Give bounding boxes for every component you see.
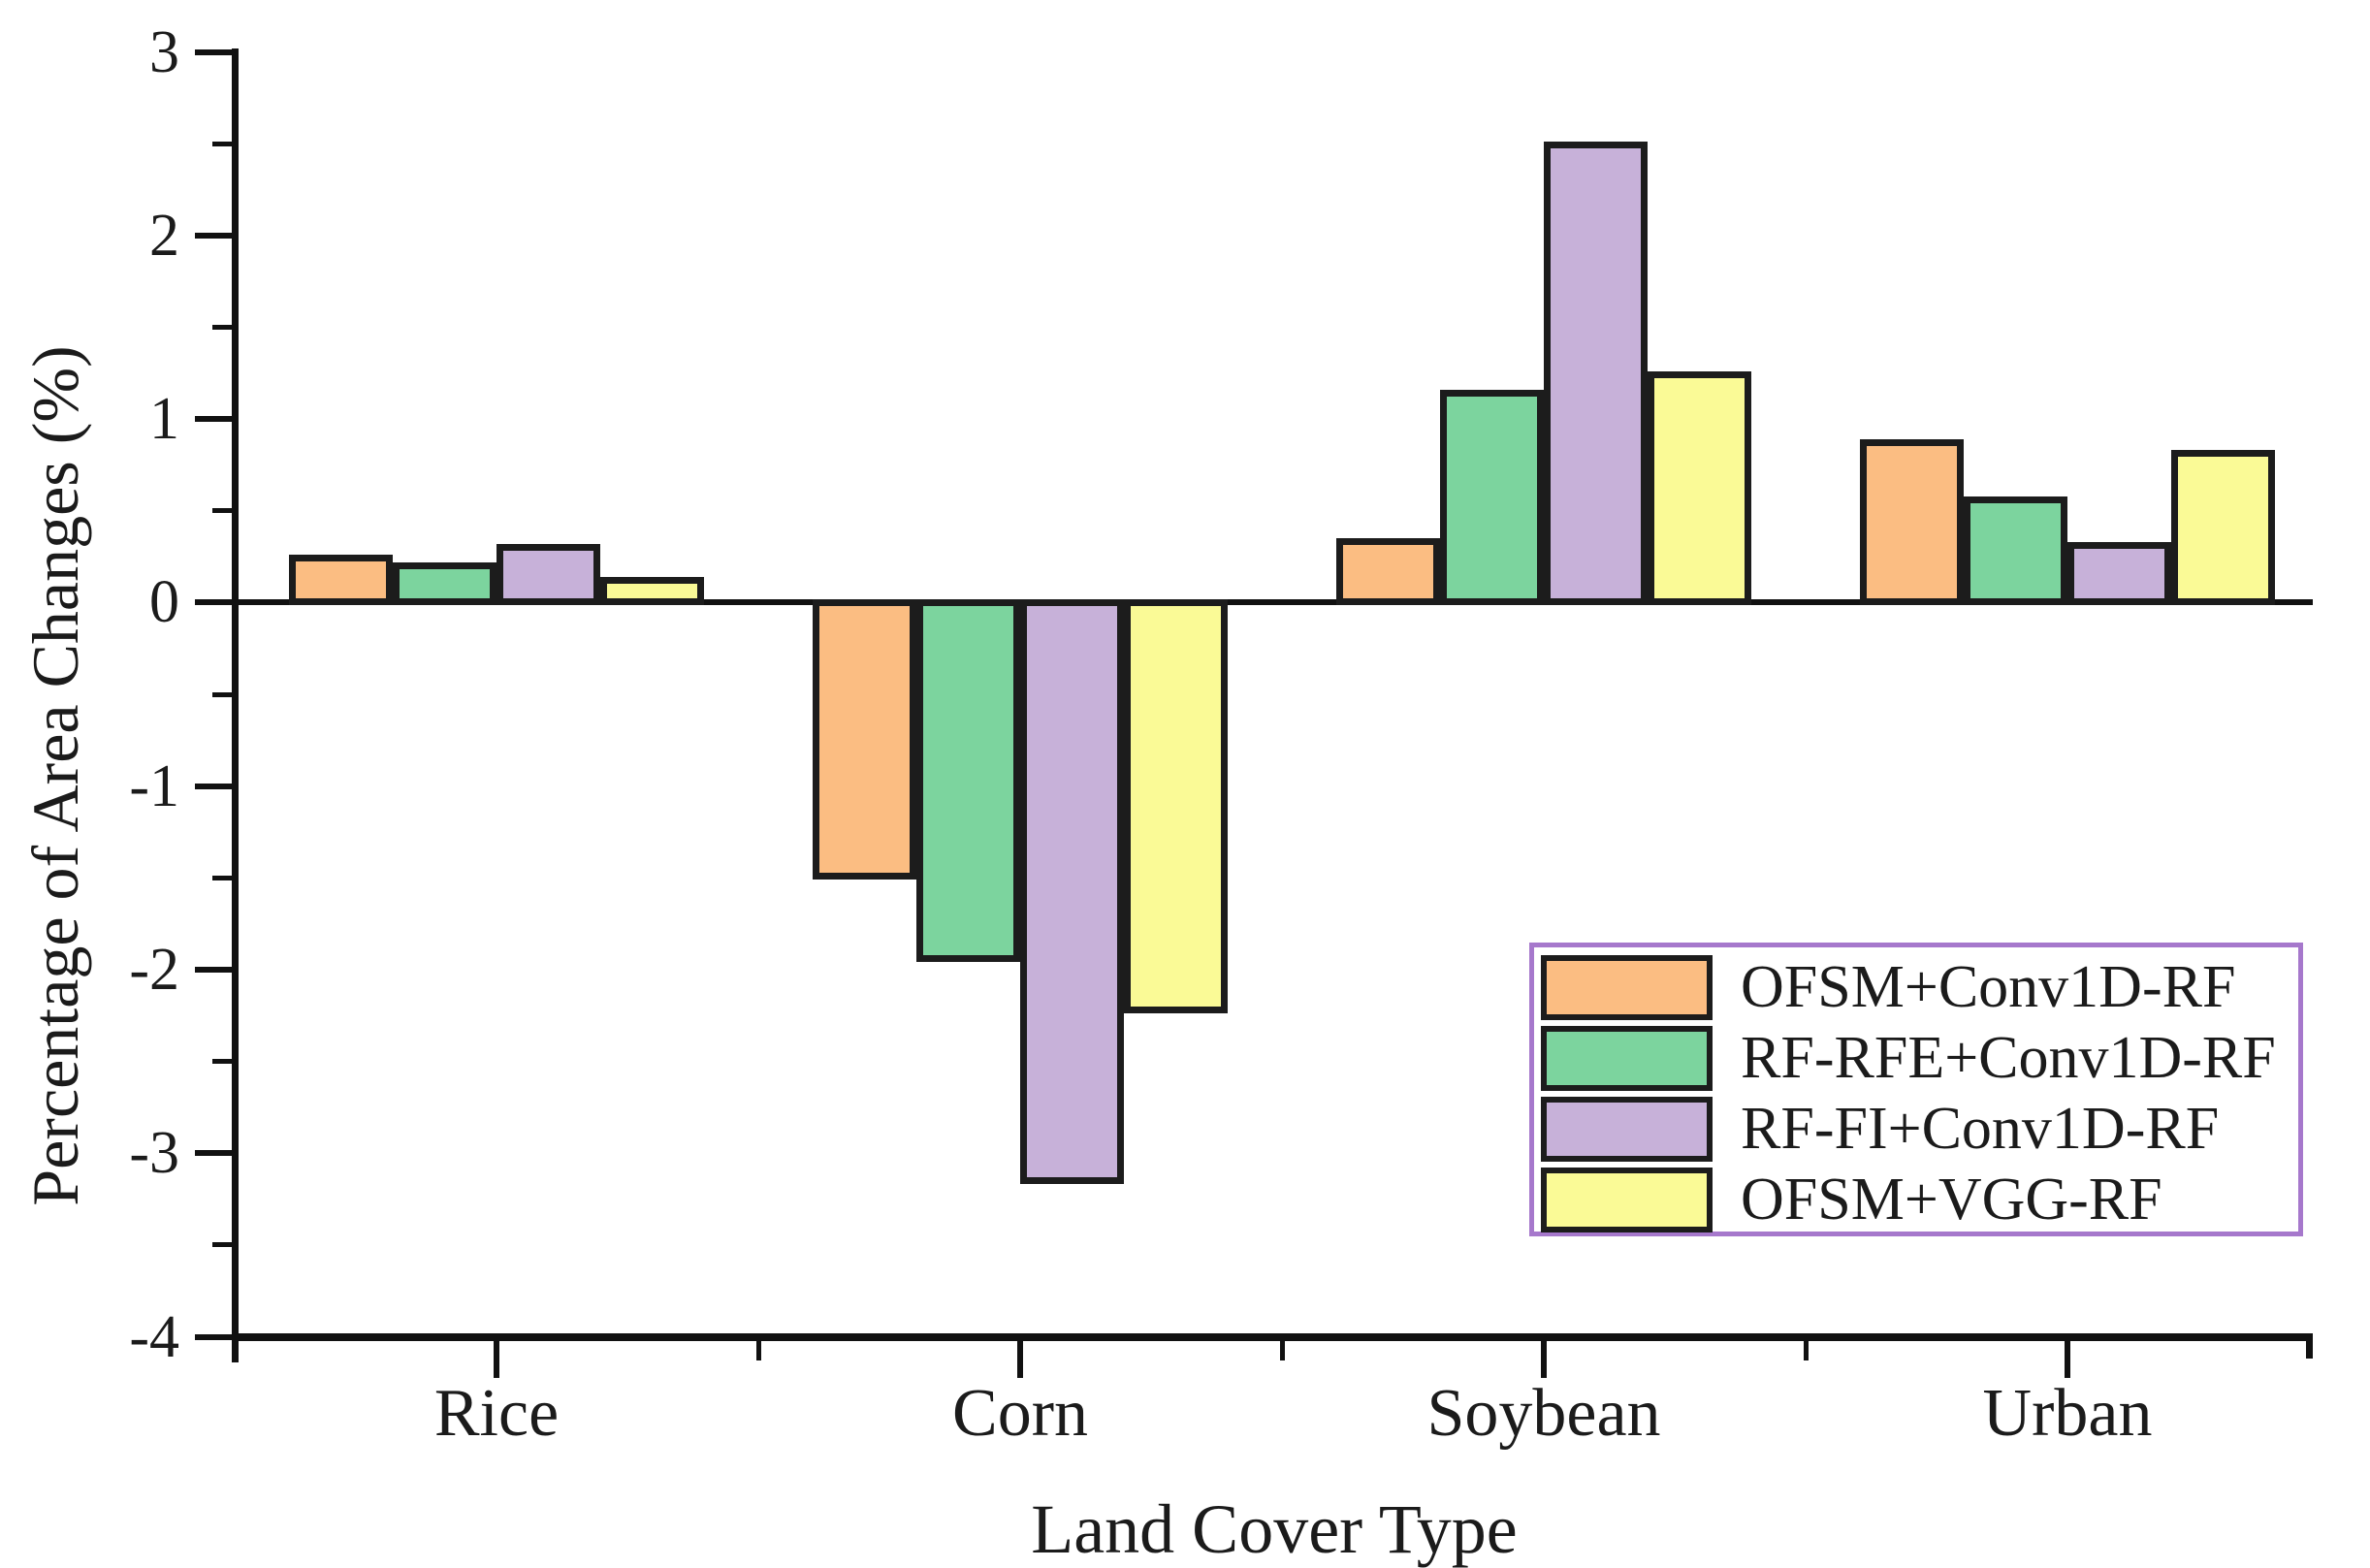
bar-rice-s0 bbox=[289, 555, 393, 606]
bar-rice-s2 bbox=[496, 543, 600, 606]
y-minor-tick bbox=[212, 508, 232, 514]
zero-baseline bbox=[232, 599, 2313, 606]
bar-corn-s3 bbox=[1124, 599, 1228, 1014]
y-minor-tick bbox=[212, 691, 232, 697]
y-tick-label: -1 bbox=[129, 752, 179, 819]
x-axis-end-cap bbox=[2306, 1336, 2313, 1359]
x-axis-line bbox=[232, 1332, 2313, 1341]
bar-rice-s3 bbox=[600, 576, 704, 606]
y-tick-label: -2 bbox=[129, 937, 179, 1003]
y-tick-label: 2 bbox=[149, 202, 179, 269]
y-minor-tick bbox=[212, 1242, 232, 1248]
bar-soybean-s0 bbox=[1336, 538, 1440, 606]
y-tick-label: -4 bbox=[129, 1303, 179, 1370]
category-label-rice: Rice bbox=[433, 1376, 560, 1451]
bar-corn-s1 bbox=[916, 599, 1020, 963]
legend-swatch-1 bbox=[1541, 1026, 1713, 1091]
x-major-tick bbox=[1541, 1340, 1547, 1378]
category-label-corn: Corn bbox=[952, 1376, 1088, 1451]
y-tick-label: -3 bbox=[129, 1120, 179, 1187]
y-major-tick bbox=[195, 416, 232, 423]
y-major-tick bbox=[195, 1150, 232, 1157]
legend-label-0: OFSM+Conv1D-RF bbox=[1741, 954, 2236, 1020]
x-major-tick bbox=[1017, 1340, 1023, 1378]
x-major-tick bbox=[494, 1340, 499, 1378]
bar-urban-s2 bbox=[2067, 541, 2171, 606]
y-major-tick bbox=[195, 48, 232, 55]
legend-label-2: RF-FI+Conv1D-RF bbox=[1741, 1096, 2220, 1162]
x-axis-title: Land Cover Type bbox=[1031, 1490, 1518, 1568]
bar-urban-s1 bbox=[1964, 496, 2067, 606]
x-minor-tick bbox=[755, 1340, 761, 1360]
category-label-soybean: Soybean bbox=[1426, 1376, 1661, 1451]
category-label-urban: Urban bbox=[1982, 1376, 2153, 1451]
legend-label-3: OFSM+VGG-RF bbox=[1741, 1167, 2162, 1232]
bar-soybean-s3 bbox=[1648, 370, 1751, 606]
x-minor-tick bbox=[1279, 1340, 1285, 1360]
legend-swatch-2 bbox=[1541, 1097, 1713, 1162]
y-minor-tick bbox=[212, 324, 232, 330]
x-major-tick bbox=[2065, 1340, 2070, 1378]
y-major-tick bbox=[195, 599, 232, 606]
bar-corn-s2 bbox=[1020, 599, 1124, 1185]
legend-label-1: RF-RFE+Conv1D-RF bbox=[1741, 1025, 2276, 1091]
y-tick-label: 0 bbox=[149, 569, 179, 636]
y-minor-tick bbox=[212, 141, 232, 146]
y-minor-tick bbox=[212, 875, 232, 880]
bar-urban-s3 bbox=[2171, 450, 2275, 606]
y-major-tick bbox=[195, 967, 232, 973]
bar-soybean-s1 bbox=[1440, 389, 1544, 606]
legend: OFSM+Conv1D-RF RF-RFE+Conv1D-RF RF-FI+Conv… bbox=[1529, 943, 2303, 1236]
y-axis-line bbox=[232, 48, 239, 1362]
bar-corn-s0 bbox=[813, 599, 916, 880]
legend-swatch-0 bbox=[1541, 955, 1713, 1020]
y-major-tick bbox=[195, 1333, 232, 1340]
y-major-tick bbox=[195, 783, 232, 789]
y-tick-label: 1 bbox=[149, 386, 179, 453]
legend-swatch-3 bbox=[1541, 1168, 1713, 1232]
bar-urban-s0 bbox=[1860, 438, 1964, 606]
y-major-tick bbox=[195, 232, 232, 239]
y-minor-tick bbox=[212, 1059, 232, 1065]
bar-soybean-s2 bbox=[1544, 142, 1648, 606]
x-minor-tick bbox=[1803, 1340, 1809, 1360]
y-tick-label: 3 bbox=[149, 18, 179, 85]
bar-rice-s1 bbox=[393, 561, 496, 606]
